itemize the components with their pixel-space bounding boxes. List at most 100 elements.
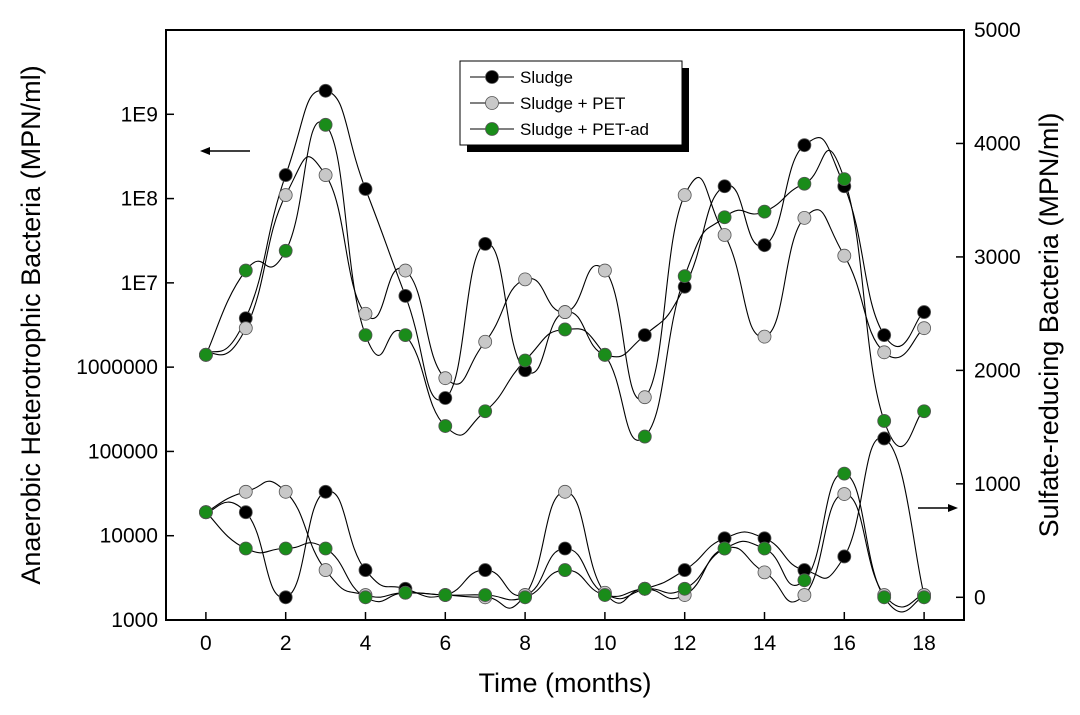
data-point	[198, 347, 213, 362]
data-point	[198, 505, 213, 520]
data-point	[398, 289, 413, 303]
data-point	[757, 204, 772, 219]
data-point	[438, 391, 453, 405]
data-point	[917, 404, 931, 419]
data-point	[558, 563, 572, 577]
left-tick-label: 1E8	[121, 188, 158, 211]
data-point	[558, 484, 572, 499]
data-point	[238, 263, 253, 278]
data-point	[637, 328, 652, 342]
x-tick-label: 12	[673, 632, 696, 655]
legend-marker	[485, 96, 499, 110]
data-point	[358, 563, 373, 577]
plot-frame	[165, 29, 965, 621]
left-tick-label: 10000	[100, 525, 158, 548]
data-point	[797, 588, 812, 602]
legend-marker	[485, 122, 499, 136]
legend-label: Sludge + PET-ad	[520, 120, 649, 139]
x-tick-label: 6	[439, 632, 451, 655]
data-point	[238, 541, 253, 556]
x-tick-label: 14	[753, 632, 777, 655]
data-point	[837, 248, 852, 263]
series-curve-right-4	[205, 480, 925, 609]
data-point	[478, 404, 493, 419]
data-point	[358, 306, 373, 321]
data-point	[478, 563, 493, 577]
data-point	[478, 588, 493, 602]
data-point	[877, 328, 892, 342]
x-axis-title: Time (months)	[478, 668, 651, 698]
data-point	[278, 168, 293, 182]
data-point	[238, 505, 253, 520]
arrow-to-left-axis	[200, 147, 250, 155]
data-point	[717, 179, 732, 194]
left-tick-label: 1000	[111, 609, 158, 632]
left-tick-label: 1E7	[121, 272, 158, 295]
data-point	[558, 541, 572, 556]
x-tick-label: 10	[593, 632, 616, 655]
data-point	[837, 172, 852, 187]
data-point	[278, 188, 293, 202]
data-point	[278, 243, 293, 258]
data-point	[677, 269, 692, 284]
right-axis-title: Sulfate-reducing Bacteria (MPN/ml)	[1034, 113, 1064, 538]
data-point	[837, 549, 852, 564]
data-point	[717, 228, 732, 242]
data-point	[598, 347, 612, 362]
right-tick-label: 0	[974, 586, 986, 609]
data-point	[637, 390, 652, 405]
data-point	[877, 590, 892, 605]
data-point	[677, 563, 692, 577]
series-curve-left-2	[205, 121, 925, 448]
right-tick-label: 2000	[974, 359, 1021, 382]
data-point	[398, 328, 413, 342]
right-tick-label: 3000	[974, 246, 1021, 269]
data-point	[358, 590, 373, 605]
data-point	[757, 565, 772, 580]
x-axis: 0 2 4 6 8 10 12 14 16 18	[200, 612, 936, 655]
data-point	[877, 345, 892, 360]
data-point	[917, 590, 931, 605]
left-axis-title: Anaerobic Heterotrophic Bacteria (MPN/ml…	[16, 65, 46, 584]
right-tick-label: 5000	[974, 19, 1021, 42]
data-point	[717, 210, 732, 225]
data-point	[757, 541, 772, 556]
data-point	[757, 238, 772, 253]
data-point	[398, 585, 413, 600]
data-point	[278, 541, 293, 556]
data-point	[278, 484, 293, 499]
data-point	[318, 117, 333, 132]
data-point	[438, 419, 453, 433]
data-point	[797, 573, 812, 588]
data-point	[358, 182, 373, 196]
right-axis: 0 1000 2000 3000 4000 5000	[956, 19, 1021, 609]
data-point	[318, 541, 333, 556]
right-tick-label: 1000	[974, 473, 1021, 496]
data-point	[917, 321, 931, 336]
data-point	[398, 263, 413, 278]
data-point	[278, 590, 293, 605]
data-point	[438, 371, 453, 386]
data-point	[318, 563, 333, 577]
legend: Sludge Sludge + PET Sludge + PET-ad	[459, 60, 689, 152]
curves-layer	[205, 90, 925, 613]
series-curve-right-5	[205, 473, 925, 613]
arrow-to-right-axis	[918, 504, 958, 512]
legend-label: Sludge + PET	[520, 94, 625, 113]
legend-entries: Sludge Sludge + PET Sludge + PET-ad	[470, 68, 649, 139]
data-point	[438, 588, 453, 602]
right-tick-label: 4000	[974, 132, 1021, 155]
left-tick-label: 1E9	[121, 103, 158, 126]
left-tick-label: 1000000	[76, 356, 158, 379]
points-layer	[198, 83, 931, 605]
data-point	[637, 581, 652, 596]
legend-marker	[485, 70, 499, 84]
data-point	[757, 329, 772, 344]
data-point	[797, 210, 812, 225]
data-point	[518, 272, 532, 287]
data-point	[637, 429, 652, 444]
data-point	[518, 590, 532, 605]
x-tick-label: 18	[912, 632, 935, 655]
x-tick-label: 0	[200, 632, 212, 655]
data-point	[558, 322, 572, 337]
